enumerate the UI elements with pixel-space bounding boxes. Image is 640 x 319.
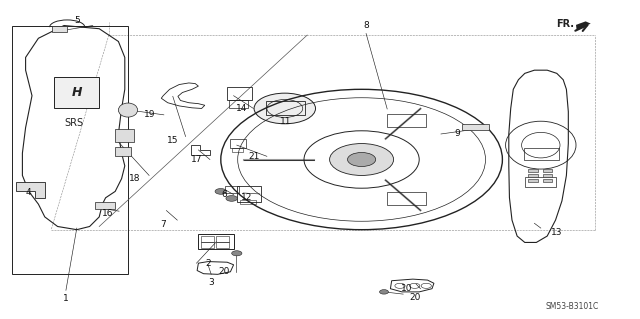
Text: 20: 20 [409,293,420,302]
Bar [232,148,243,152]
Ellipse shape [215,189,227,194]
Text: 15: 15 [167,136,179,145]
Text: 2: 2 [205,259,211,268]
Text: 7: 7 [161,220,166,229]
Text: 16: 16 [102,209,113,218]
Text: 20: 20 [218,267,230,276]
Bar [528,174,538,177]
Text: 11: 11 [280,117,292,126]
Text: 13: 13 [551,228,563,237]
Bar [229,100,248,108]
Bar [525,177,556,187]
Polygon shape [576,21,591,30]
Bar [543,169,552,172]
Bar [462,124,489,130]
Bar [237,186,261,202]
Bar [216,236,229,242]
Ellipse shape [348,152,376,167]
Bar [387,192,426,204]
Bar [524,148,559,160]
Ellipse shape [330,144,394,175]
Polygon shape [16,182,45,198]
Text: 19: 19 [144,110,156,119]
Bar [543,174,552,177]
Bar [95,202,115,209]
Bar [240,200,256,204]
Bar [201,242,214,248]
Text: H: H [72,86,82,99]
Bar [227,87,252,100]
Bar [12,26,128,274]
Text: 17: 17 [191,155,203,164]
Bar [115,147,131,156]
Text: SM53-B3101C: SM53-B3101C [545,302,598,311]
Bar [216,242,229,248]
Ellipse shape [226,196,237,201]
Bar [387,115,426,127]
Bar [52,26,67,32]
Text: 1: 1 [63,294,68,303]
Text: 9: 9 [454,130,460,138]
Bar [543,179,552,182]
Text: SRS: SRS [64,118,83,128]
Ellipse shape [118,103,138,117]
Text: 4: 4 [26,189,31,197]
Text: 14: 14 [236,104,248,113]
Bar [266,101,305,115]
Ellipse shape [380,290,388,294]
Bar [54,77,99,108]
Bar [230,139,246,148]
Text: 6: 6 [221,190,227,199]
Bar [198,234,234,249]
Ellipse shape [254,93,316,124]
Text: FR.: FR. [556,19,574,29]
Bar [115,129,134,142]
Text: 5: 5 [74,16,79,25]
Bar [225,186,239,193]
Text: 21: 21 [248,152,260,161]
Ellipse shape [232,251,242,256]
Text: 8: 8 [364,21,369,30]
Text: 10: 10 [401,284,412,293]
Bar [528,179,538,182]
Text: 12: 12 [241,193,253,202]
Bar [201,236,214,242]
Text: 18: 18 [129,174,141,183]
Bar [528,169,538,172]
Text: 3: 3 [209,278,214,287]
